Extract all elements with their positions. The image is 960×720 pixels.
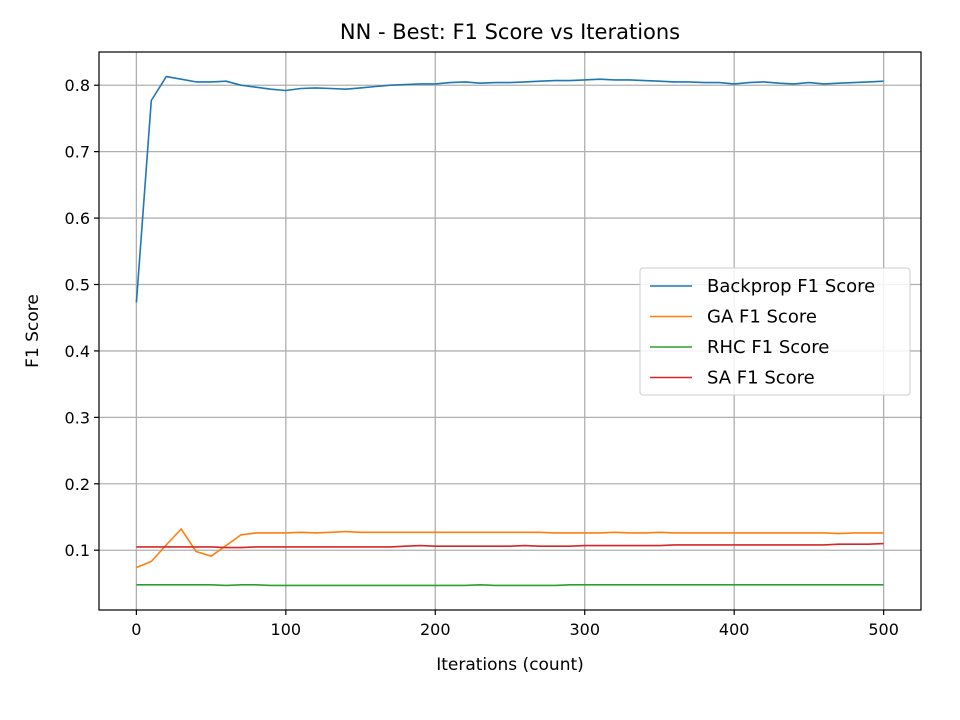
y-tick-label: 0.4 [65,342,90,361]
y-tick-label: 0.3 [65,408,90,427]
series-line-sa-f1-score [136,542,884,549]
y-tick-label: 0.2 [65,475,90,494]
legend-label-sa-f1-score: SA F1 Score [707,368,815,389]
chart-title: NN - Best: F1 Score vs Iterations [340,20,680,44]
series-line-backprop-f1-score [135,75,884,303]
y-tick-label: 0.6 [65,209,90,228]
x-tick-label: 200 [420,620,451,639]
legend-label-rhc-f1-score: RHC F1 Score [707,337,829,358]
legend: Backprop F1 Score GA F1 Score RHC F1 Score… [639,267,911,396]
plot-area-frame [98,51,922,611]
x-axis-label: Iterations (count) [436,655,584,675]
x-tick-label: 500 [868,620,899,639]
x-tick-label: 300 [569,620,600,639]
x-tick-label: 400 [719,620,750,639]
legend-label-backprop-f1-score: Backprop F1 Score [707,276,875,297]
x-tick-label: 100 [271,620,302,639]
y-tick-label: 0.1 [65,541,90,560]
series-lines [135,75,884,587]
legend-label-ga-f1-score: GA F1 Score [707,307,817,328]
y-tick-label: 0.7 [65,143,90,162]
x-axis-ticks: 0 100 200 300 400 500 [131,610,899,639]
y-axis-label: F1 Score [23,294,43,368]
legend-box [639,267,911,396]
y-tick-label: 0.8 [65,76,90,95]
x-tick-label: 0 [131,620,141,639]
series-line-ga-f1-score [136,528,884,569]
series-line-rhc-f1-score [136,584,884,587]
y-tick-label: 0.5 [65,276,90,295]
y-axis-ticks: 0.1 0.2 0.3 0.4 0.5 0.6 0.7 0.8 [65,76,99,560]
